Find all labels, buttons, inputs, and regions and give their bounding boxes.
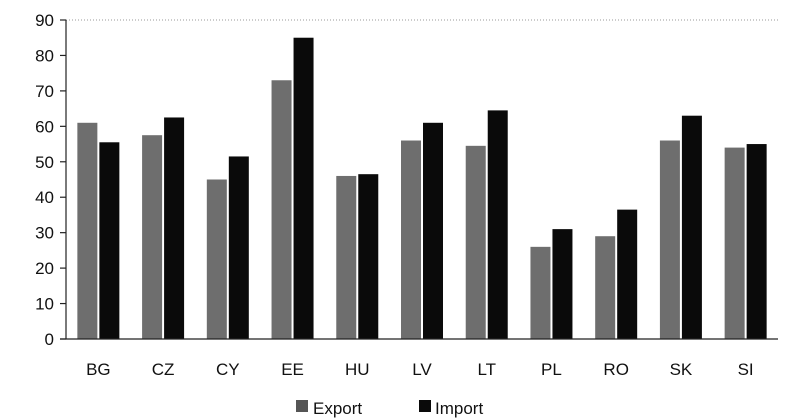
bar-export-pl xyxy=(530,246,551,339)
bar-import-hu xyxy=(358,174,379,339)
bar-export-ee xyxy=(271,80,292,339)
bar-import-ee xyxy=(293,37,314,339)
bar-export-lv xyxy=(401,140,421,339)
bar-import-pl xyxy=(552,229,573,339)
bar-export-ro xyxy=(595,236,616,339)
bar-export-cy xyxy=(206,179,227,339)
x-tick-label: CZ xyxy=(152,360,175,379)
x-tick-label: CY xyxy=(216,360,240,379)
x-tick-label: LV xyxy=(412,360,432,379)
bar-export-hu xyxy=(336,175,357,339)
y-tick-label: 90 xyxy=(35,11,54,30)
y-tick-label: 60 xyxy=(35,117,54,136)
legend-swatch-import xyxy=(419,400,431,412)
x-tick-label: SI xyxy=(738,360,754,379)
x-tick-label: EE xyxy=(281,360,304,379)
y-tick-label: 40 xyxy=(35,188,54,207)
y-tick-label: 70 xyxy=(35,82,54,101)
y-tick-label: 0 xyxy=(45,330,54,349)
x-tick-label: SK xyxy=(670,360,693,379)
legend-swatch-export xyxy=(296,400,308,412)
bars-layer xyxy=(77,37,767,340)
axis-layer: 0 10 20 30 40 50 60 70 80 90 BG CZ CY EE HU LV LT PL RO SK S… xyxy=(35,11,778,379)
bar-import-ro xyxy=(617,209,638,339)
y-tick-label: 10 xyxy=(35,295,54,314)
bar-import-cy xyxy=(228,156,249,339)
bar-export-cz xyxy=(142,135,163,339)
bar-export-sk xyxy=(659,140,680,339)
bar-import-si xyxy=(746,144,767,339)
bar-export-si xyxy=(724,147,745,339)
bar-import-lt xyxy=(487,110,508,339)
legend: Export Import xyxy=(296,399,483,418)
bar-export-bg xyxy=(77,122,98,340)
y-tick-label: 30 xyxy=(35,224,54,243)
y-tick-label: 80 xyxy=(35,46,54,65)
legend-label-export: Export xyxy=(313,399,362,418)
x-tick-label: PL xyxy=(541,360,562,379)
bar-import-sk xyxy=(681,115,702,339)
bar-import-lv xyxy=(423,122,443,340)
x-tick-label: BG xyxy=(86,360,111,379)
y-tick-label: 20 xyxy=(35,259,54,278)
x-tick-label: LT xyxy=(477,360,496,379)
y-tick-label: 50 xyxy=(35,153,54,172)
bar-import-cz xyxy=(164,117,185,339)
x-tick-label: RO xyxy=(603,360,629,379)
legend-label-import: Import xyxy=(435,399,483,418)
bar-import-bg xyxy=(99,142,120,339)
x-tick-label: HU xyxy=(345,360,370,379)
bar-export-lt xyxy=(465,145,486,339)
